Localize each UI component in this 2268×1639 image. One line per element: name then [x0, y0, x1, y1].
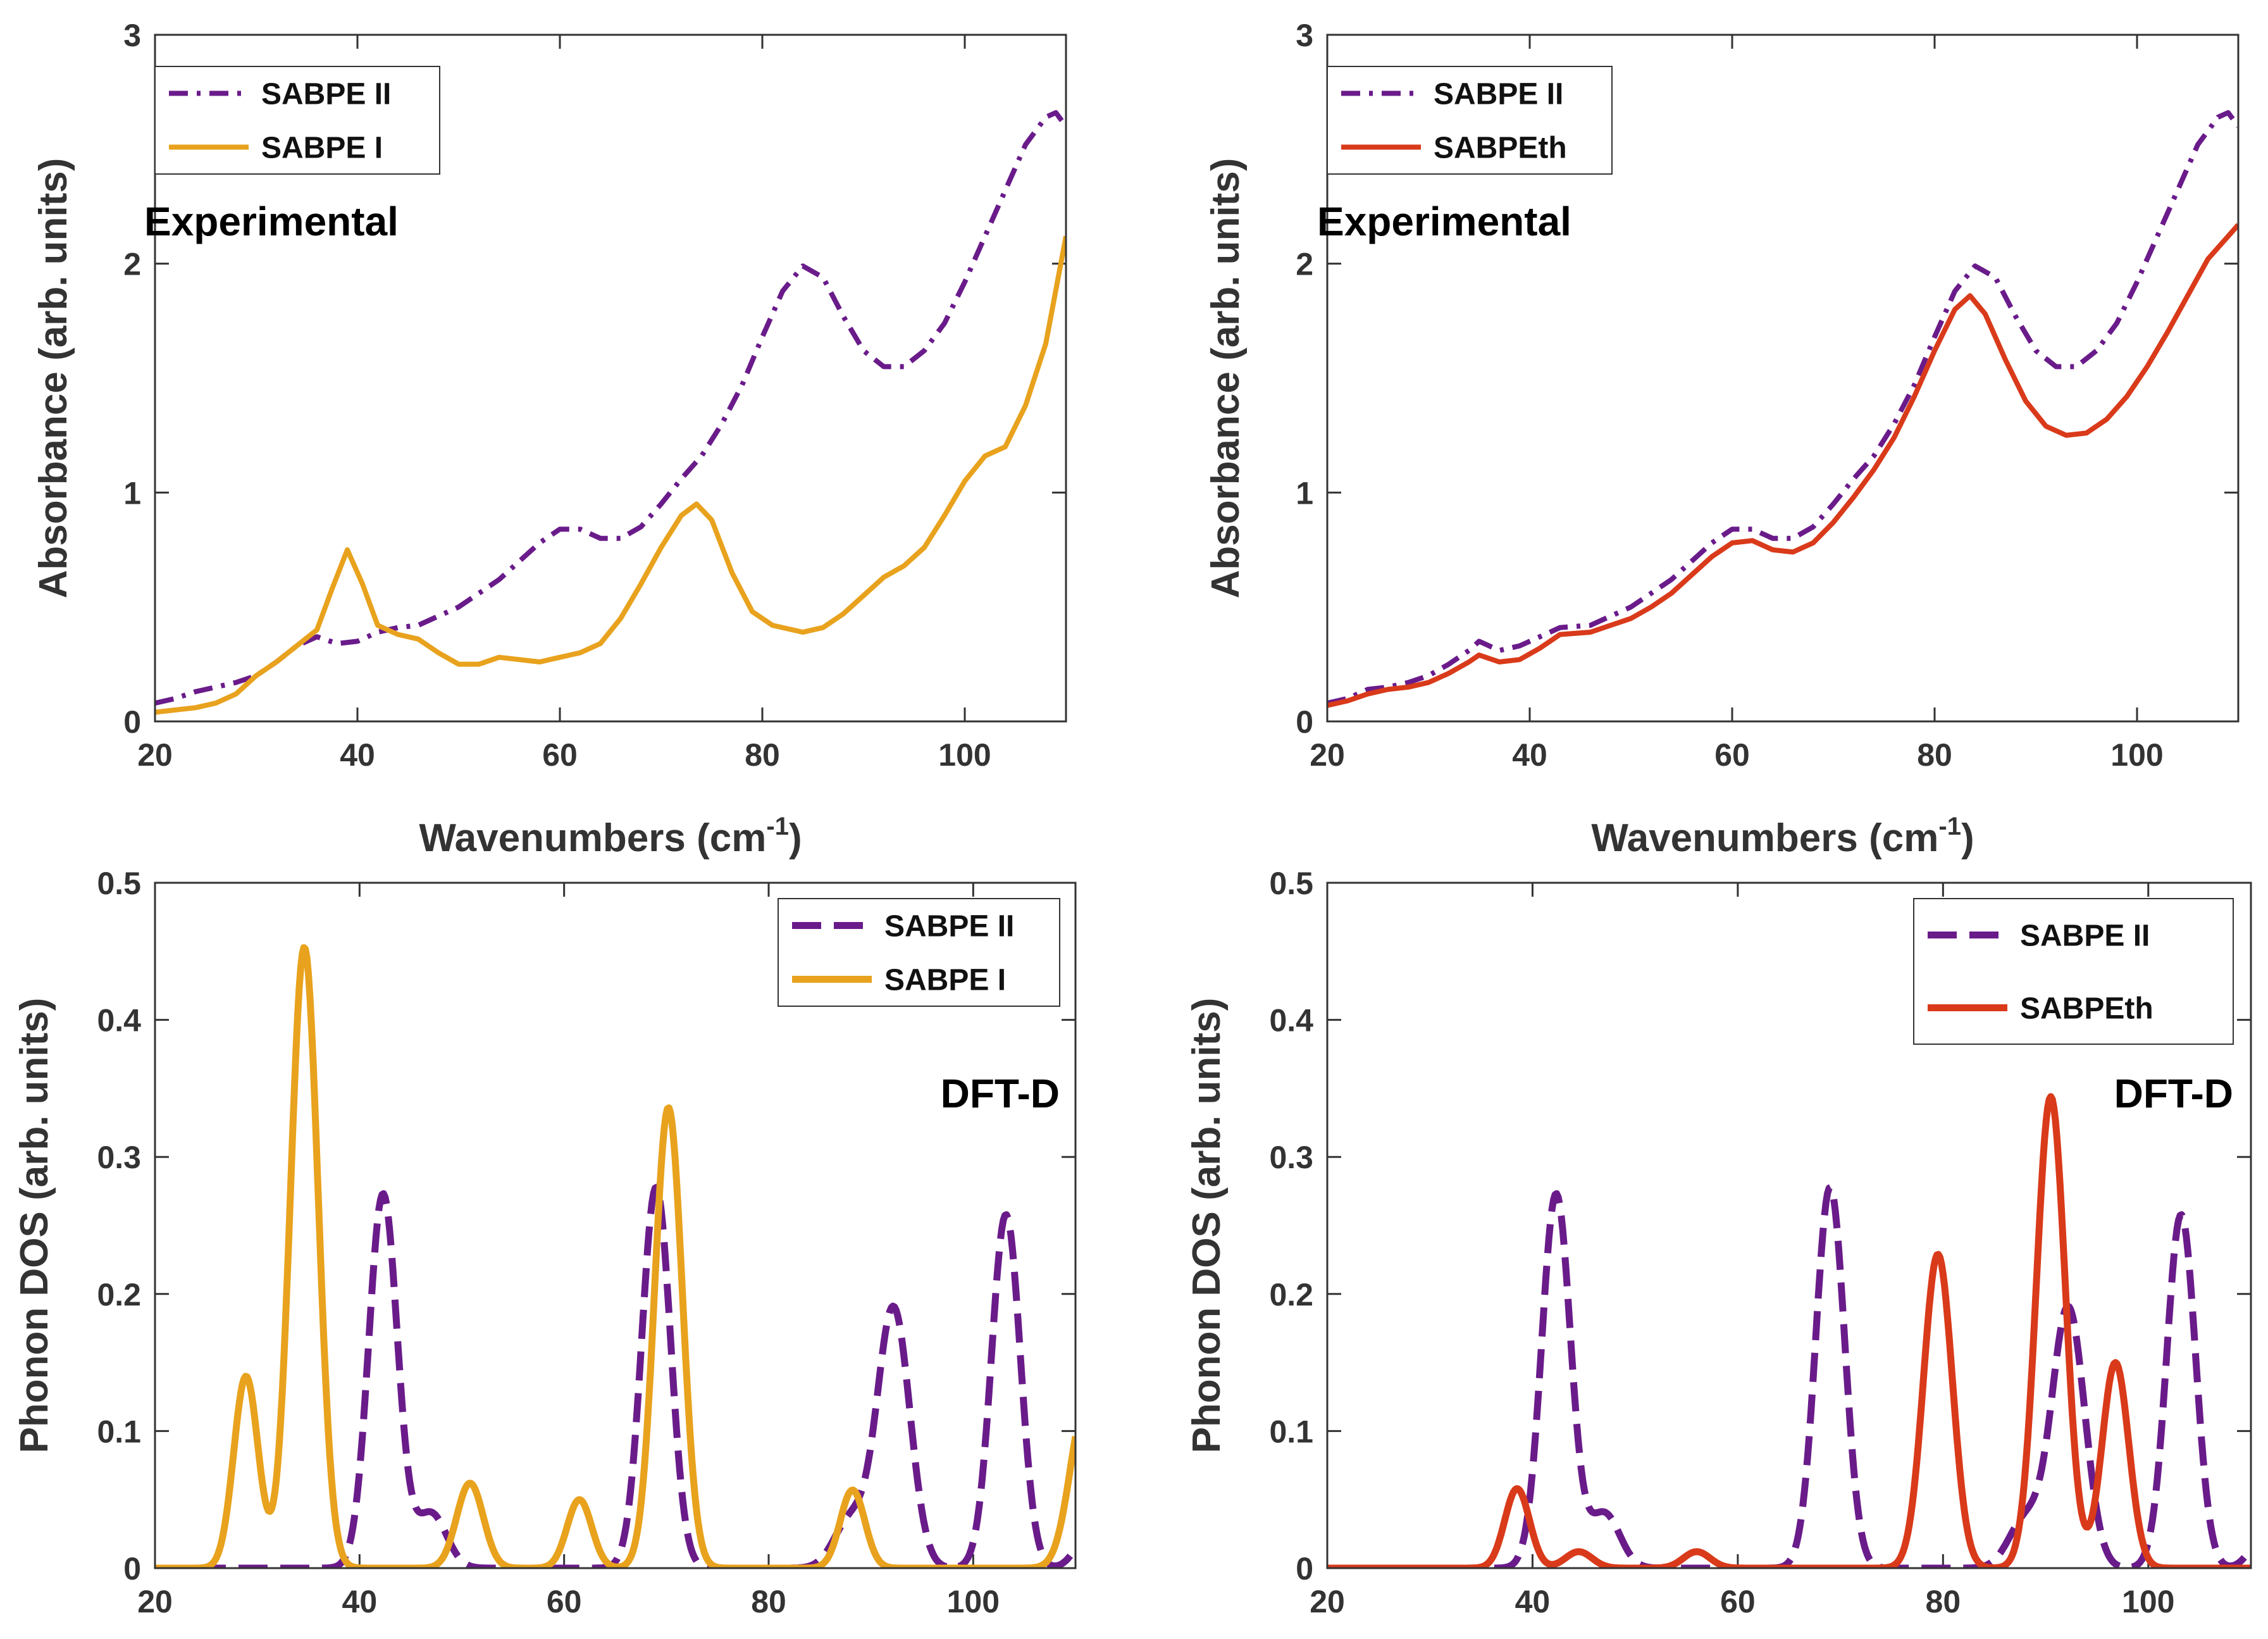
x-tick-label: 20	[137, 1584, 173, 1619]
legend: SABPE II SABPE I	[154, 66, 440, 175]
legend-label-sabpe-ii: SABPE II	[261, 78, 391, 111]
y-tick-label: 0.2	[97, 1277, 141, 1312]
series-line-sabpe-i	[155, 944, 1075, 1568]
y-tick-label: 0.3	[97, 1140, 141, 1175]
x-tick-label: 80	[745, 737, 780, 773]
x-tick-labels: 20 40 60 80 100	[1310, 737, 2164, 773]
y-tick-label: 0.4	[1269, 1003, 1313, 1038]
y-tick-label: 1	[123, 475, 141, 511]
x-tick-label: 80	[1926, 1584, 1961, 1619]
series-line-sabpe-ii	[155, 110, 1066, 706]
x-tick-label: 100	[2110, 737, 2163, 773]
y-tick-label: 0	[123, 1551, 141, 1586]
series-line-sabpeth	[1327, 1093, 2251, 1568]
y-tick-label: 0	[123, 704, 141, 740]
y-tick-label: 0	[1296, 704, 1313, 740]
axes-frame	[1326, 882, 2252, 1569]
y-tick-label: 0.1	[97, 1414, 141, 1449]
legend-label-sabpe-i: SABPE I	[261, 132, 383, 165]
series-line-sabpeth	[1327, 223, 2238, 708]
y-tick-label: 0.1	[1269, 1414, 1313, 1449]
series-lines	[155, 110, 1066, 715]
y-tick-label: 0.5	[1269, 866, 1313, 901]
y-tick-labels: 0 0.1 0.2 0.3 0.4 0.5	[1269, 866, 1313, 1586]
x-tick-label: 80	[751, 1584, 786, 1619]
series-lines	[1327, 1093, 2251, 1568]
legend: SABPE II SABPEth	[1327, 66, 1613, 175]
panel-bottom-right: 20 40 60 80 100 0 0.1 0.2 0.3 0.4 0.5 Phonon DOS …	[1185, 866, 2252, 1619]
y-axis-label: Absorbance (arb. units)	[1204, 158, 1248, 599]
y-tick-label: 1	[1296, 475, 1313, 511]
axes-frame	[154, 882, 1077, 1569]
legend-box	[1327, 66, 1613, 175]
y-tick-labels: 0 0.1 0.2 0.3 0.4 0.5	[97, 866, 141, 1586]
x-axis-label: Wavenumbers (cm-1)	[419, 813, 802, 860]
y-tick-label: 0.2	[1269, 1277, 1313, 1312]
series-line-sabpe-ii	[1327, 110, 2238, 706]
x-tick-labels: 20 40 60 80 100	[137, 1584, 1000, 1619]
legend-label-sabpeth: SABPEth	[1434, 132, 1567, 165]
y-tick-label: 0.3	[1269, 1140, 1313, 1175]
axes-frame	[1326, 34, 2240, 723]
series-line-sabpe-ii	[155, 1183, 1075, 1568]
legend: SABPE II SABPE I	[778, 898, 1060, 1007]
x-tick-labels: 20 40 60 80 100	[1310, 1584, 2174, 1619]
y-tick-label: 2	[1296, 247, 1313, 282]
x-tick-label: 100	[2122, 1584, 2174, 1619]
axes-frame	[154, 34, 1067, 723]
y-axis-label: Absorbance (arb. units)	[32, 158, 75, 599]
panel-annotation: Experimental	[144, 199, 399, 244]
x-tick-labels: 20 40 60 80 100	[137, 737, 991, 773]
x-tick-label: 20	[1310, 1584, 1345, 1619]
x-tick-label: 20	[1310, 737, 1345, 773]
y-tick-label: 3	[123, 18, 141, 53]
x-tick-label: 40	[340, 737, 375, 773]
y-tick-label: 3	[1296, 18, 1313, 53]
x-tick-label: 60	[1720, 1584, 1756, 1619]
series-lines	[155, 944, 1075, 1568]
x-tick-label: 60	[547, 1584, 582, 1619]
x-tick-label: 40	[1512, 737, 1547, 773]
panel-annotation: DFT-D	[941, 1071, 1060, 1116]
legend-label-sabpe-ii: SABPE II	[884, 910, 1014, 944]
legend-box	[778, 898, 1060, 1007]
legend-box	[154, 66, 440, 175]
y-axis-label: Phonon DOS (arb. units)	[13, 998, 56, 1454]
x-tick-label: 80	[1917, 737, 1952, 773]
series-lines	[1327, 110, 2238, 708]
legend-label-sabpe-i: SABPE I	[884, 964, 1006, 997]
x-tick-label: 100	[938, 737, 991, 773]
panel-annotation: Experimental	[1317, 199, 1571, 244]
panel-top-right: 20 40 60 80 100 0 1 2 3 Wavenumbers (cm-1) Abso…	[1204, 18, 2240, 860]
series-line-sabpe-i	[155, 235, 1066, 715]
panel-top-left: 20 40 60 80 100 0 1 2 3 Wavenumbers (cm-1) Abso…	[32, 18, 1067, 860]
x-tick-label: 60	[542, 737, 578, 773]
y-tick-label: 0.4	[97, 1003, 141, 1038]
x-tick-label: 20	[137, 737, 173, 773]
panel-bottom-left: 20 40 60 80 100 0 0.1 0.2 0.3 0.4 0.5 Phonon DOS …	[13, 866, 1077, 1619]
x-tick-label: 40	[342, 1584, 378, 1619]
panel-annotation: DFT-D	[2114, 1071, 2233, 1116]
y-axis-label: Phonon DOS (arb. units)	[1185, 998, 1229, 1454]
legend-box	[1913, 898, 2234, 1045]
x-tick-label: 60	[1714, 737, 1750, 773]
y-tick-label: 0.5	[97, 866, 141, 901]
x-axis-label: Wavenumbers (cm-1)	[1591, 813, 1974, 860]
y-tick-label: 0	[1296, 1551, 1313, 1586]
y-tick-label: 2	[123, 247, 141, 282]
legend-label-sabpe-ii: SABPE II	[2020, 919, 2150, 953]
legend-label-sabpe-ii: SABPE II	[1434, 78, 1563, 111]
series-line-sabpe-ii	[1327, 1183, 2251, 1568]
x-tick-label: 40	[1515, 1584, 1551, 1619]
y-tick-labels: 0 1 2 3	[1296, 18, 1313, 740]
y-tick-labels: 0 1 2 3	[123, 18, 141, 740]
x-tick-label: 100	[947, 1584, 1000, 1619]
legend-label-sabpeth: SABPEth	[2020, 992, 2153, 1026]
legend: SABPE II SABPEth	[1913, 898, 2234, 1045]
